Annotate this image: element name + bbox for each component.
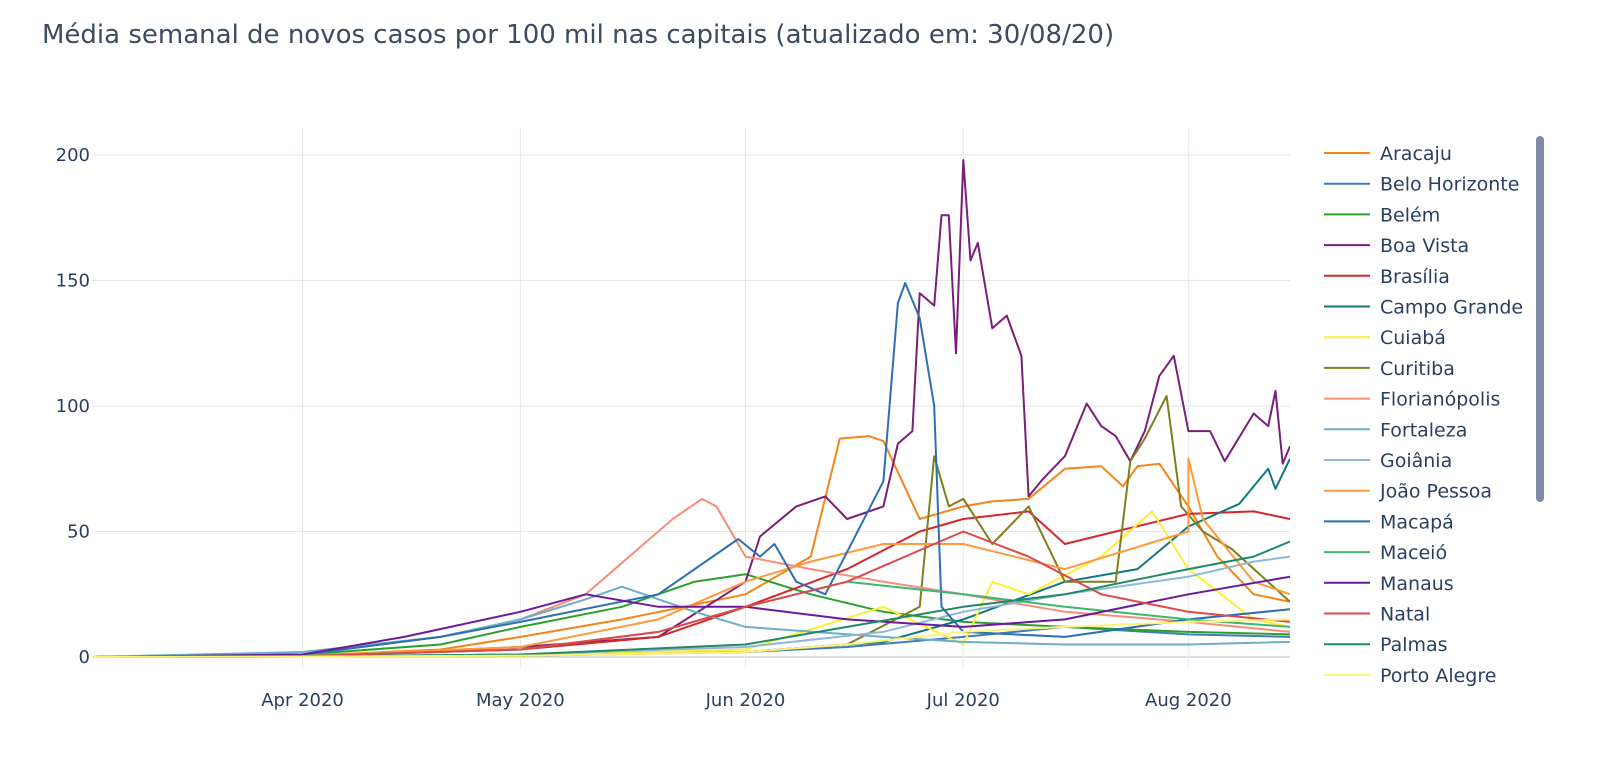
legend-item[interactable]: Cuiabá	[1324, 327, 1446, 349]
y-tick-label: 200	[56, 145, 90, 166]
legend[interactable]: Aracaju Belo Horizonte Belém Boa Vista Brasí…	[1324, 143, 1523, 687]
axes: 0 50 100 150 200 Apr 2020 May 2020 Jun 2020 Jul …	[56, 145, 1232, 711]
legend-label: Palmas	[1380, 634, 1448, 656]
series-line	[92, 575, 1290, 658]
series-line	[92, 530, 1290, 658]
scrollbar-thumb[interactable]	[1536, 136, 1544, 502]
series-line	[92, 580, 1290, 658]
series-line	[92, 435, 1290, 658]
legend-label: Boa Vista	[1380, 235, 1469, 257]
legend-item[interactable]: Belo Horizonte	[1324, 174, 1519, 196]
legend-item[interactable]: Brasília	[1324, 266, 1450, 288]
series-line	[92, 540, 1290, 658]
x-tick-label: Apr 2020	[261, 690, 344, 711]
legend-item[interactable]: João Pessoa	[1324, 481, 1492, 503]
legend-label: Brasília	[1380, 266, 1450, 288]
legend-item[interactable]: Fortaleza	[1324, 419, 1467, 441]
legend-item[interactable]: Manaus	[1324, 573, 1454, 595]
legend-label: Macapá	[1380, 511, 1454, 533]
legend-label: Cuiabá	[1380, 327, 1446, 349]
legend-label: Belém	[1380, 204, 1440, 226]
x-tick-label: May 2020	[476, 690, 565, 711]
legend-item[interactable]: Maceió	[1324, 542, 1447, 564]
legend-label: Porto Alegre	[1380, 665, 1496, 687]
series-line	[92, 395, 1290, 658]
legend-label: Aracaju	[1380, 143, 1452, 165]
x-tick-label: Aug 2020	[1145, 690, 1232, 711]
legend-scrollbar[interactable]	[1536, 136, 1544, 502]
x-tick-label: Jun 2020	[705, 690, 786, 711]
legend-item[interactable]: Curitiba	[1324, 358, 1455, 380]
legend-label: Curitiba	[1380, 358, 1455, 380]
legend-item[interactable]: Goiânia	[1324, 450, 1452, 472]
legend-item[interactable]: Natal	[1324, 604, 1430, 626]
series-line	[92, 282, 1290, 658]
chart-title: Média semanal de novos casos por 100 mil…	[42, 20, 1115, 50]
y-tick-label: 50	[67, 522, 90, 543]
series-line	[92, 457, 1290, 658]
series-line	[92, 618, 1290, 658]
y-tick-label: 150	[56, 271, 90, 292]
legend-item[interactable]: Aracaju	[1324, 143, 1452, 165]
legend-item[interactable]: Florianópolis	[1324, 389, 1500, 411]
y-tick-label: 0	[79, 647, 90, 668]
legend-label: Florianópolis	[1380, 389, 1500, 411]
legend-label: Campo Grande	[1380, 297, 1523, 319]
legend-item[interactable]: Porto Alegre	[1324, 665, 1496, 687]
y-tick-label: 100	[56, 396, 90, 417]
legend-label: João Pessoa	[1379, 481, 1492, 503]
legend-item[interactable]: Palmas	[1324, 634, 1448, 656]
series-line	[92, 458, 1290, 658]
x-tick-label: Jul 2020	[926, 690, 1000, 711]
series-lines	[92, 159, 1290, 658]
legend-label: Maceió	[1380, 542, 1447, 564]
legend-label: Fortaleza	[1380, 419, 1467, 441]
series-line	[92, 159, 1290, 658]
legend-label: Manaus	[1380, 573, 1454, 595]
legend-item[interactable]: Belém	[1324, 204, 1440, 226]
legend-item[interactable]: Boa Vista	[1324, 235, 1469, 257]
legend-label: Belo Horizonte	[1380, 174, 1519, 196]
legend-item[interactable]: Macapá	[1324, 511, 1454, 533]
legend-label: Natal	[1380, 604, 1430, 626]
legend-label: Goiânia	[1380, 450, 1452, 472]
series-line	[92, 497, 1290, 658]
legend-item[interactable]: Campo Grande	[1324, 297, 1523, 319]
